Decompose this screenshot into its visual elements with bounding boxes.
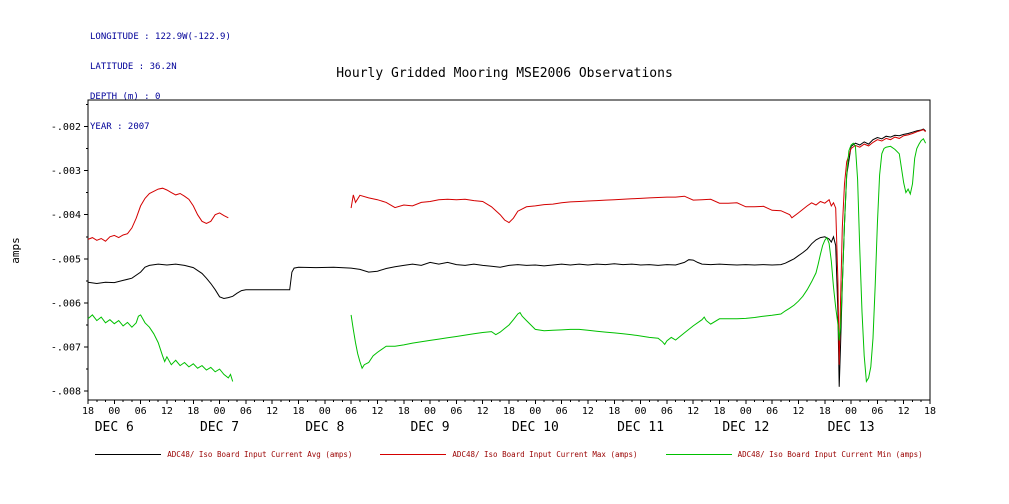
x-tick-label: 00: [635, 406, 647, 417]
x-tick-label: 06: [661, 406, 673, 417]
x-tick-label: 06: [766, 406, 778, 417]
metadata-latitude: LATITUDE : 36.2N: [90, 62, 177, 72]
x-tick-label: 12: [161, 406, 173, 417]
x-tick-label: 00: [319, 406, 331, 417]
series-line-2: [350, 138, 927, 384]
x-tick-label: 18: [398, 406, 410, 417]
x-tick-label: 18: [82, 406, 94, 417]
legend-label-avg: ADC48/ Iso Board Input Current Avg (amps…: [167, 450, 353, 459]
x-tick-label: 00: [424, 406, 436, 417]
plot-border: [87, 99, 931, 401]
series-line-2: [87, 314, 234, 382]
x-day-label: DEC 6: [95, 420, 134, 435]
avg-line-swatch: [95, 454, 162, 455]
metadata-block: LONGITUDE : 122.9W(-122.9) LATITUDE : 36…: [90, 12, 231, 152]
min-line-swatch: [665, 454, 732, 455]
x-tick-label: 18: [713, 406, 725, 417]
x-tick-label: 00: [740, 406, 752, 417]
series-line-1: [350, 129, 926, 365]
y-tick-label: -.006: [51, 298, 81, 309]
y-tick-label: -.004: [51, 210, 81, 221]
x-tick-label: 12: [266, 406, 278, 417]
legend-item-avg: ADC48/ Iso Board Input Current Avg (amps…: [95, 450, 352, 459]
x-tick-label: 18: [292, 406, 304, 417]
x-tick-label: 12: [582, 406, 594, 417]
x-tick-label: 18: [187, 406, 199, 417]
x-tick-label: 00: [529, 406, 541, 417]
x-tick-label: 18: [924, 406, 936, 417]
series-line-0: [87, 128, 926, 387]
metadata-depth: DEPTH (m) : 0: [90, 92, 161, 102]
x-tick-label: 06: [240, 406, 252, 417]
x-tick-label: 18: [503, 406, 515, 417]
y-tick-label: -.005: [51, 254, 81, 265]
x-day-label: DEC 11: [617, 420, 664, 435]
x-tick-label: 12: [898, 406, 910, 417]
x-day-label: DEC 7: [200, 420, 239, 435]
x-tick-label: 12: [687, 406, 699, 417]
x-tick-label: 12: [477, 406, 489, 417]
x-day-label: DEC 12: [722, 420, 769, 435]
x-day-label: DEC 10: [512, 420, 559, 435]
x-tick-label: 12: [371, 406, 383, 417]
x-tick-label: 12: [792, 406, 804, 417]
x-tick-label: 06: [450, 406, 462, 417]
series-line-1: [87, 187, 229, 242]
legend-item-min: ADC48/ Iso Board Input Current Min (amps…: [665, 450, 923, 459]
x-tick-label: 06: [345, 406, 357, 417]
x-day-label: DEC 9: [410, 420, 449, 435]
chart-title: Hourly Gridded Mooring MSE2006 Observati…: [336, 66, 673, 81]
x-tick-label: 06: [135, 406, 147, 417]
x-day-label: DEC 13: [828, 420, 875, 435]
legend-item-max: ADC48/ Iso Board Input Current Max (amps…: [380, 450, 638, 459]
x-tick-label: 00: [214, 406, 226, 417]
legend-label-max: ADC48/ Iso Board Input Current Max (amps…: [452, 450, 638, 459]
x-tick-label: 06: [871, 406, 883, 417]
x-tick-label: 06: [556, 406, 568, 417]
x-tick-label: 00: [108, 406, 120, 417]
x-tick-label: 18: [819, 406, 831, 417]
metadata-longitude: LONGITUDE : 122.9W(-122.9): [90, 32, 231, 42]
metadata-year: YEAR : 2007: [90, 122, 150, 132]
y-tick-label: -.008: [51, 387, 81, 398]
legend-label-min: ADC48/ Iso Board Input Current Min (amps…: [737, 450, 923, 459]
y-tick-label: -.003: [51, 166, 81, 177]
y-tick-label: -.007: [51, 343, 81, 354]
x-tick-label: 18: [608, 406, 620, 417]
y-tick-label: -.002: [51, 122, 81, 133]
x-tick-label: 00: [845, 406, 857, 417]
legend: ADC48/ Iso Board Input Current Avg (amps…: [88, 450, 930, 459]
max-line-swatch: [380, 454, 447, 455]
x-day-label: DEC 8: [305, 420, 344, 435]
